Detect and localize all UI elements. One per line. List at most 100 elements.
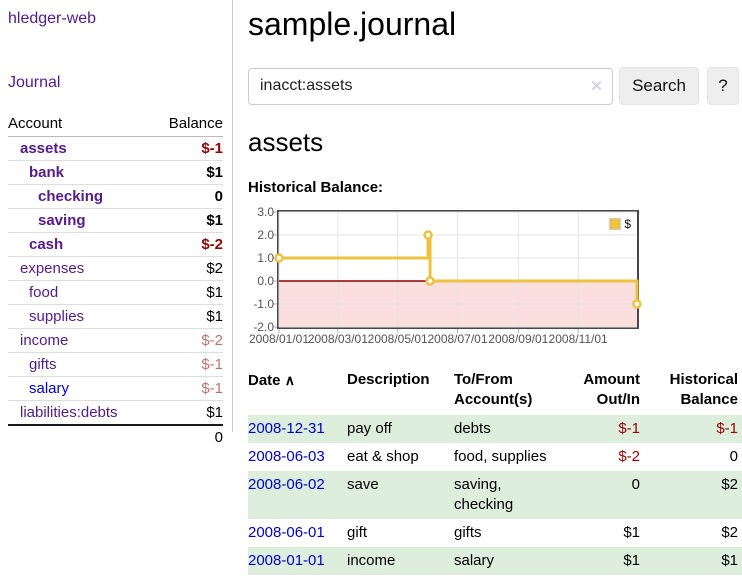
register-header-balance: Historical Balance (669, 371, 738, 408)
chart-y-axis-label: 3.0 (257, 205, 274, 219)
accounts-table-header: Account Balance (8, 112, 223, 137)
register-row: 2008-06-01 gift gifts $1 $2 (248, 519, 742, 547)
register-cell-balance: $2 (721, 524, 738, 541)
chart-y-axis-label: 2.0 (257, 228, 274, 242)
register-header-description: Description (347, 371, 430, 388)
sidebar-divider (232, 0, 233, 432)
transaction-date-link[interactable]: 2008-01-01 (248, 552, 325, 569)
register-header-row: Date ∧ Description To/From Account(s) Am… (248, 368, 742, 415)
sidebar-account-link[interactable]: bank (29, 164, 65, 181)
sidebar-account-link[interactable]: saving (38, 212, 86, 229)
register-cell-accounts: gifts (454, 524, 482, 541)
sidebar: hledger-web Journal Account Balance asse… (0, 0, 233, 449)
transaction-date-link[interactable]: 2008-06-02 (248, 476, 325, 493)
register-cell-description: save (347, 476, 379, 493)
register-cell-balance: 0 (729, 448, 738, 465)
register-header-date[interactable]: Date ∧ (248, 372, 295, 389)
account-balance: $-1 (201, 380, 223, 397)
account-row: income $-2 (8, 328, 223, 352)
account-row: food $1 (8, 280, 223, 304)
account-row: liabilities:debts $1 (8, 400, 223, 424)
register-cell-balance: $-1 (716, 420, 738, 437)
account-balance: $-1 (201, 356, 223, 373)
account-row: supplies $1 (8, 304, 223, 328)
register-cell-date: 2008-01-01 (248, 547, 347, 575)
register-cell-balance: $1 (721, 552, 738, 569)
transaction-date-link[interactable]: 2008-06-01 (248, 524, 325, 541)
balance-chart: $ 3.0 2.0 1.0 0.0 -1.0 -2.0 2008/01/01 2008/03/… (248, 205, 742, 346)
register-row: 2008-06-02 save saving, checking 0 $2 (248, 471, 742, 519)
legend-label: $ (624, 217, 631, 231)
transaction-date-link[interactable]: 2008-06-03 (248, 448, 325, 465)
register-cell-amount: $1 (623, 524, 640, 541)
register-cell-accounts: food, supplies (454, 448, 547, 465)
account-balance: $-1 (201, 140, 223, 157)
sidebar-account-link[interactable]: food (29, 284, 59, 301)
account-heading: assets (248, 127, 324, 157)
register-cell-date: 2008-06-01 (248, 519, 347, 547)
sidebar-account-link[interactable]: checking (38, 188, 104, 205)
sidebar-account-link[interactable]: cash (29, 236, 64, 253)
account-column-header: Account (8, 115, 63, 132)
register-cell-date: 2008-06-03 (248, 443, 347, 471)
transaction-date-link[interactable]: 2008-12-31 (248, 420, 325, 437)
register-row: 2008-06-03 eat & shop food, supplies $-2 0 (248, 443, 742, 471)
chart-svg (273, 211, 642, 333)
register-row: 2008-01-01 income salary $1 $1 (248, 547, 742, 575)
account-balance: $2 (206, 260, 223, 277)
account-balance: $1 (206, 308, 223, 325)
account-balance: $1 (206, 404, 223, 421)
chart-y-axis-label: -1.0 (253, 297, 274, 311)
register-cell-description: eat & shop (347, 448, 419, 465)
account-row: assets $-1 (8, 137, 223, 160)
register-cell-accounts: debts (454, 420, 491, 437)
search-button[interactable]: Search (619, 67, 699, 105)
page-title: sample.journal (248, 6, 457, 42)
account-row: cash $-2 (8, 232, 223, 256)
account-row: expenses $2 (8, 256, 223, 280)
app-title-link[interactable]: hledger-web (8, 10, 97, 27)
account-balance: $-2 (201, 236, 223, 253)
register-cell-date: 2008-06-02 (248, 471, 347, 519)
account-row: saving $1 (8, 208, 223, 232)
chart-x-axis-label: 2008/07/01 (427, 332, 488, 346)
sidebar-account-link[interactable]: assets (20, 140, 67, 157)
balance-column-header: Balance (168, 115, 223, 132)
register-cell-amount: $-2 (618, 448, 640, 465)
journal-link[interactable]: Journal (8, 74, 61, 91)
chart-y-axis-label: 1.0 (257, 251, 274, 265)
main-content: sample.journal ✕ Search ? assets Histori… (248, 0, 742, 575)
chart-y-axis-label: -2.0 (253, 320, 274, 334)
account-row: gifts $-1 (8, 352, 223, 376)
chart-legend: $ (607, 216, 633, 232)
chart-plot-area: $ (273, 210, 642, 333)
clear-search-icon[interactable]: ✕ (590, 77, 603, 95)
register-cell-amount: $-1 (618, 420, 640, 437)
account-balance: 0 (214, 188, 223, 205)
account-balance: $1 (206, 212, 223, 229)
chart-x-axis-label: 2008/01/01 (248, 332, 310, 346)
chart-x-axis-label: 2008/03/01 (307, 332, 368, 346)
account-balance: $1 (206, 284, 223, 301)
search-form: ✕ Search ? (248, 67, 742, 105)
search-input[interactable] (248, 67, 613, 105)
register-cell-date: 2008-12-31 (248, 415, 347, 443)
sidebar-account-link[interactable]: liabilities:debts (20, 404, 118, 421)
sidebar-account-link[interactable]: gifts (29, 356, 57, 373)
sidebar-account-link[interactable]: supplies (29, 308, 85, 325)
register-cell-description: income (347, 552, 396, 569)
sidebar-account-link[interactable]: salary (29, 380, 70, 397)
historical-balance-label: Historical Balance: (248, 179, 384, 196)
sidebar-account-link[interactable]: income (20, 332, 69, 349)
account-row: checking 0 (8, 184, 223, 208)
sort-asc-icon: ∧ (284, 372, 295, 388)
register-table: Date ∧ Description To/From Account(s) Am… (248, 368, 742, 575)
chart-x-axis-label: 2008/11/01 (548, 332, 608, 346)
account-balance: $1 (206, 164, 223, 181)
account-balance: $-2 (201, 332, 223, 349)
register-header-amount: Amount Out/In (583, 371, 640, 408)
sidebar-account-link[interactable]: expenses (20, 260, 85, 277)
help-button[interactable]: ? (707, 67, 739, 105)
register-cell-accounts: saving, checking (454, 476, 514, 513)
accounts-total: 0 (8, 424, 223, 449)
